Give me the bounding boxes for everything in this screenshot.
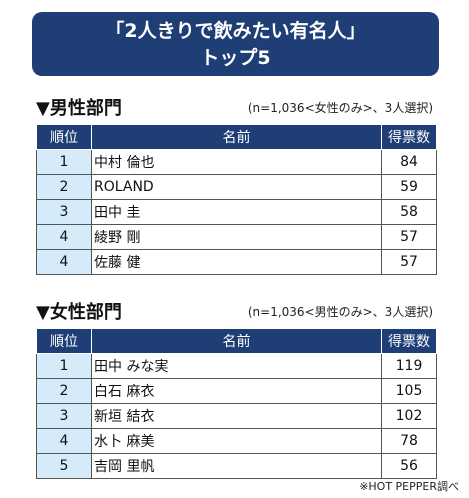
source-note: ※HOT PEPPER調べ (359, 480, 459, 493)
votes-header: 得票数 (381, 124, 437, 150)
rank-header: 順位 (36, 124, 92, 150)
rank-cell: 2 (36, 378, 92, 404)
table-row: 3 田中 圭 58 (36, 199, 437, 225)
table-row: 4 水卜 麻美 78 (36, 428, 437, 454)
female-ranking-table: 順位 名前 得票数 1 田中 みな実 119 2 白石 麻衣 105 3 新垣 … (36, 328, 437, 479)
name-cell: 新垣 結衣 (91, 403, 382, 429)
table-row: 5 吉岡 里帆 56 (36, 453, 437, 479)
rank-cell: 3 (36, 199, 92, 225)
male-section-heading: ▼男性部門 (36, 98, 122, 119)
rank-cell: 1 (36, 149, 92, 175)
rank-cell: 2 (36, 174, 92, 200)
title-line-1: 「2人きりで飲みたい有名人」 (105, 20, 366, 42)
table-header-row: 順位 名前 得票数 (36, 124, 437, 150)
rank-cell: 4 (36, 249, 92, 275)
name-cell: 水卜 麻美 (91, 428, 382, 454)
female-section-note: (n=1,036<男性のみ>、3人選択) (247, 305, 433, 319)
votes-cell: 84 (381, 149, 437, 175)
female-section-heading: ▼女性部門 (36, 302, 122, 323)
votes-cell: 57 (381, 249, 437, 275)
name-cell: 白石 麻衣 (91, 378, 382, 404)
name-cell: 田中 圭 (91, 199, 382, 225)
votes-cell: 59 (381, 174, 437, 200)
name-header: 名前 (91, 124, 382, 150)
name-cell: 吉岡 里帆 (91, 453, 382, 479)
votes-cell: 102 (381, 403, 437, 429)
votes-cell: 58 (381, 199, 437, 225)
rank-cell: 3 (36, 403, 92, 429)
rank-header: 順位 (36, 328, 92, 354)
table-row: 4 綾野 剛 57 (36, 224, 437, 250)
rank-cell: 4 (36, 428, 92, 454)
rank-cell: 1 (36, 353, 92, 379)
table-row: 2 ROLAND 59 (36, 174, 437, 200)
votes-cell: 78 (381, 428, 437, 454)
name-cell: ROLAND (91, 174, 382, 200)
table-row: 1 田中 みな実 119 (36, 353, 437, 379)
name-cell: 綾野 剛 (91, 224, 382, 250)
rank-cell: 5 (36, 453, 92, 479)
male-ranking-table: 順位 名前 得票数 1 中村 倫也 84 2 ROLAND 59 3 田中 圭 … (36, 124, 437, 275)
title-line-2: トップ5 (200, 47, 271, 69)
table-row: 2 白石 麻衣 105 (36, 378, 437, 404)
votes-cell: 119 (381, 353, 437, 379)
table-row: 3 新垣 結衣 102 (36, 403, 437, 429)
rank-cell: 4 (36, 224, 92, 250)
name-cell: 田中 みな実 (91, 353, 382, 379)
votes-cell: 57 (381, 224, 437, 250)
votes-cell: 105 (381, 378, 437, 404)
name-cell: 佐藤 健 (91, 249, 382, 275)
table-row: 4 佐藤 健 57 (36, 249, 437, 275)
table-header-row: 順位 名前 得票数 (36, 328, 437, 354)
name-cell: 中村 倫也 (91, 149, 382, 175)
title-banner: 「2人きりで飲みたい有名人」 トップ5 (32, 12, 439, 76)
name-header: 名前 (91, 328, 382, 354)
male-section-note: (n=1,036<女性のみ>、3人選択) (247, 101, 433, 115)
table-row: 1 中村 倫也 84 (36, 149, 437, 175)
votes-cell: 56 (381, 453, 437, 479)
votes-header: 得票数 (381, 328, 437, 354)
